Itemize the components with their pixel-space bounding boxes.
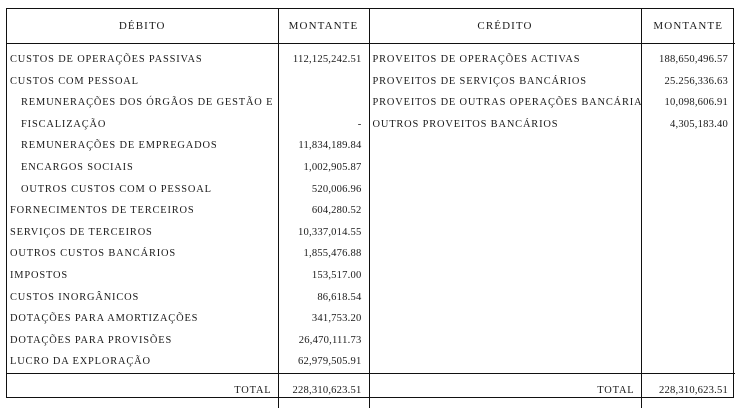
ledger-sheet: DÉBITO MONTANTE CRÉDITO MONTANTE CUSTOS … xyxy=(6,8,735,408)
debit-label-cell: FORNECIMENTOS DE TERCEIROS xyxy=(10,205,195,217)
table-header: DÉBITO MONTANTE CRÉDITO MONTANTE xyxy=(7,9,735,44)
total-row: TOTAL 228,310,623.51 TOTAL 228,310,623.5… xyxy=(7,372,735,408)
column-header-credito: CRÉDITO xyxy=(369,9,642,44)
debit-amount-cell: 86,618.54 xyxy=(317,291,362,303)
debit-label-list: CUSTOS DE OPERAÇÕES PASSIVAS CUSTOS COM P… xyxy=(7,44,278,373)
debit-label-cell: CUSTOS INORGÂNICOS xyxy=(10,291,140,303)
debit-label-cell: LUCRO DA EXPLORAÇÃO xyxy=(10,356,151,368)
debit-label-cell: CUSTOS DE OPERAÇÕES PASSIVAS xyxy=(10,54,203,65)
debit-amount-cell: 341,753.20 xyxy=(311,313,362,325)
debit-amount-column: 112,125,242.51 - 11,834,189.84 1,002,905.8… xyxy=(278,43,370,374)
debit-amount-cell: 62,979,505.91 xyxy=(297,356,362,368)
debit-label-cell: SERVIÇOS DE TERCEIROS xyxy=(10,226,153,238)
debit-label-cell: OUTROS CUSTOS BANCÁRIOS xyxy=(10,248,177,260)
credit-label-cell: PROVEITOS DE OPERAÇÕES ACTIVAS xyxy=(372,54,581,65)
credit-total-label: TOTAL xyxy=(369,372,642,408)
table-body-row: CUSTOS DE OPERAÇÕES PASSIVAS CUSTOS COM P… xyxy=(7,43,735,374)
debit-total-amount: 228,310,623.51 xyxy=(278,372,370,408)
credit-amount-cell: 10,098,606.91 xyxy=(664,97,728,109)
credit-amount-cell: 25.256,336.63 xyxy=(664,75,728,87)
credit-label-cell: OUTROS PROVEITOS BANCÁRIOS xyxy=(372,118,559,130)
profit-loss-table: DÉBITO MONTANTE CRÉDITO MONTANTE CUSTOS … xyxy=(7,9,735,408)
credit-label-column: PROVEITOS DE OPERAÇÕES ACTIVAS PROVEITOS … xyxy=(369,43,642,374)
debit-amount-list: 112,125,242.51 - 11,834,189.84 1,002,905.8… xyxy=(279,44,369,373)
credit-amount-cell: 4,305,183.40 xyxy=(669,118,728,130)
debit-total-label: TOTAL xyxy=(7,372,279,408)
column-header-credito-montante: MONTANTE xyxy=(641,9,735,44)
debit-amount-cell: 26,470,111.73 xyxy=(298,334,362,346)
debit-amount-cell: - xyxy=(357,118,362,130)
debit-amount-cell: 10,337,014.55 xyxy=(297,226,362,238)
header-row: DÉBITO MONTANTE CRÉDITO MONTANTE xyxy=(7,9,735,44)
table-footer: TOTAL 228,310,623.51 TOTAL 228,310,623.5… xyxy=(7,372,735,408)
debit-label-cell: DOTAÇÕES PARA PROVISÕES xyxy=(10,334,173,346)
credit-label-list: PROVEITOS DE OPERAÇÕES ACTIVAS PROVEITOS … xyxy=(370,44,641,135)
credit-label-cell: PROVEITOS DE SERVIÇOS BANCÁRIOS xyxy=(372,75,587,87)
debit-label-cell: IMPOSTOS xyxy=(10,269,69,281)
debit-label-column: CUSTOS DE OPERAÇÕES PASSIVAS CUSTOS COM P… xyxy=(7,43,279,374)
debit-amount-cell xyxy=(279,92,369,114)
debit-label-cell: DOTAÇÕES PARA AMORTIZAÇÕES xyxy=(10,313,199,325)
debit-label-cell: FISCALIZAÇÃO xyxy=(21,118,107,130)
debit-label-cell: REMUNERAÇÕES DE EMPREGADOS xyxy=(21,140,218,152)
debit-amount-cell: 604,280.52 xyxy=(311,205,362,217)
credit-amount-list: 188,650,496.57 25.256,336.63 10,098,606.91… xyxy=(642,44,736,135)
debit-amount-cell: 153,517.00 xyxy=(311,269,362,281)
debit-amount-cell: 11,834,189.84 xyxy=(298,140,362,152)
debit-label-cell: REMUNERAÇÕES DOS ÓRGÃOS DE GESTÃO E xyxy=(21,97,274,109)
debit-label-cell: CUSTOS COM PESSOAL xyxy=(10,75,139,87)
debit-amount-cell xyxy=(279,71,369,93)
debit-amount-cell: 1,855,476.88 xyxy=(303,248,362,260)
credit-label-cell: PROVEITOS DE OUTRAS OPERAÇÕES BANCÁRIAS xyxy=(372,97,641,109)
table-body: CUSTOS DE OPERAÇÕES PASSIVAS CUSTOS COM P… xyxy=(7,43,735,374)
debit-amount-cell: 1,002,905.87 xyxy=(303,161,362,173)
debit-amount-cell: 520,006.96 xyxy=(311,183,362,195)
debit-amount-cell: 112,125,242.51 xyxy=(292,54,362,65)
column-header-debito: DÉBITO xyxy=(7,9,279,44)
debit-label-cell: ENCARGOS SOCIAIS xyxy=(21,161,134,173)
column-header-debito-montante: MONTANTE xyxy=(278,9,370,44)
credit-amount-column: 188,650,496.57 25.256,336.63 10,098,606.91… xyxy=(641,44,735,374)
debit-label-cell: OUTROS CUSTOS COM O PESSOAL xyxy=(21,183,212,195)
credit-amount-cell: 188,650,496.57 xyxy=(658,54,728,65)
credit-total-amount: 228,310,623.51 xyxy=(641,372,735,408)
